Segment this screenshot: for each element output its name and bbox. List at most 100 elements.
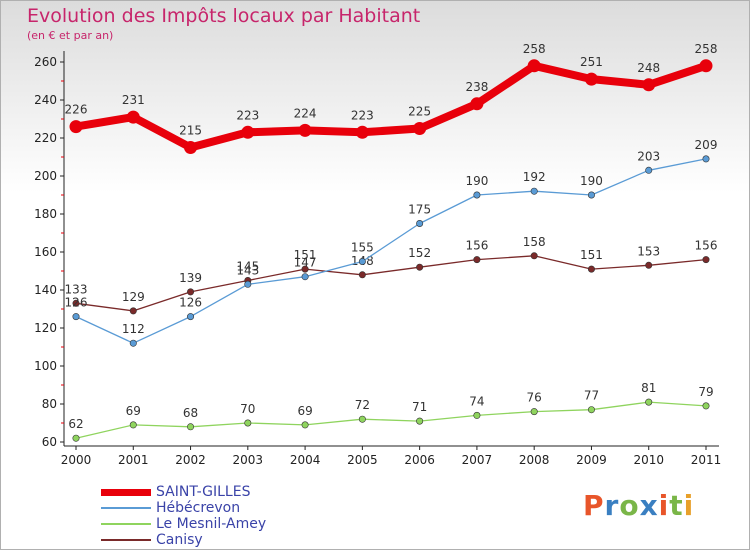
y-tick-label: 140 [34, 283, 57, 297]
x-tick-label: 2011 [691, 453, 722, 467]
data-point [187, 313, 195, 321]
data-label: 152 [408, 246, 431, 260]
data-label: 215 [179, 124, 202, 138]
data-point [187, 288, 195, 296]
data-label: 112 [122, 322, 145, 336]
data-point [470, 97, 484, 111]
y-tick-label: 60 [42, 435, 57, 449]
legend-label: Hébécrevon [156, 500, 241, 516]
x-tick-label: 2002 [175, 453, 206, 467]
data-point [645, 261, 653, 269]
data-label: 231 [122, 93, 145, 107]
data-label: 77 [584, 389, 599, 403]
data-label: 190 [580, 174, 603, 188]
y-tick-label: 200 [34, 169, 57, 183]
series-line-2 [75, 401, 707, 439]
data-point [416, 417, 424, 425]
data-label: 72 [355, 398, 370, 412]
data-label: 258 [695, 42, 718, 56]
data-point [298, 123, 312, 137]
data-label: 81 [641, 381, 656, 395]
data-point [587, 191, 595, 199]
data-label: 145 [236, 260, 259, 274]
y-tick-label: 120 [34, 321, 57, 335]
series-line-3 [75, 255, 707, 312]
data-label: 74 [469, 394, 484, 408]
data-point [72, 313, 80, 321]
data-point [527, 59, 541, 73]
data-point [301, 421, 309, 429]
x-tick-label: 2009 [576, 453, 607, 467]
proxiti-logo: Proxiti [583, 489, 695, 522]
legend-swatch [101, 507, 151, 509]
data-label: 69 [297, 404, 312, 418]
data-point [72, 299, 80, 307]
data-label: 139 [179, 271, 202, 285]
legend-swatch [101, 539, 151, 541]
legend-swatch [101, 489, 151, 496]
data-label: 209 [695, 138, 718, 152]
data-label: 76 [527, 391, 542, 405]
data-point [530, 252, 538, 260]
data-point [702, 155, 710, 163]
y-tick-label: 240 [34, 93, 57, 107]
data-label: 70 [240, 402, 255, 416]
series-line-0 [75, 61, 708, 152]
data-point [530, 408, 538, 416]
data-point [699, 59, 713, 73]
data-label: 151 [580, 248, 603, 262]
data-point [587, 406, 595, 414]
data-label: 175 [408, 203, 431, 217]
data-label: 133 [65, 282, 88, 296]
data-point [301, 273, 309, 281]
data-label: 79 [698, 385, 713, 399]
data-point [416, 220, 424, 228]
x-tick-label: 2006 [404, 453, 435, 467]
data-label: 155 [351, 241, 374, 255]
data-point [126, 110, 140, 124]
y-tick-label: 260 [34, 55, 57, 69]
data-point [416, 263, 424, 271]
legend-swatch [101, 523, 151, 525]
data-label: 203 [637, 149, 660, 163]
data-label: 251 [580, 55, 603, 69]
y-tick-label: 80 [42, 397, 57, 411]
data-point [244, 280, 252, 288]
y-tick-label: 100 [34, 359, 57, 373]
x-tick-label: 2000 [61, 453, 92, 467]
data-point [473, 411, 481, 419]
series-line-1 [75, 158, 707, 344]
data-point [413, 122, 427, 135]
data-point [702, 402, 710, 410]
data-label: 192 [523, 170, 546, 184]
data-point [530, 187, 538, 195]
data-point [702, 256, 710, 264]
data-point [301, 265, 309, 273]
x-tick-label: 2008 [519, 453, 550, 467]
data-point [241, 125, 255, 139]
data-label: 238 [465, 80, 488, 94]
data-label: 151 [294, 248, 317, 262]
data-point [358, 415, 366, 423]
data-point [473, 256, 481, 264]
data-label: 190 [465, 174, 488, 188]
x-tick-label: 2004 [290, 453, 321, 467]
data-label: 156 [465, 239, 488, 253]
data-label: 223 [236, 108, 259, 122]
data-point [129, 421, 137, 429]
y-tick-label: 160 [34, 245, 57, 259]
x-tick-label: 2003 [233, 453, 264, 467]
data-label: 248 [637, 61, 660, 75]
data-label: 226 [65, 103, 88, 117]
data-point [645, 166, 653, 174]
x-tick-label: 2010 [633, 453, 664, 467]
data-label: 225 [408, 105, 431, 119]
data-label: 158 [523, 235, 546, 249]
data-label: 147 [294, 256, 317, 270]
y-tick-label: 180 [34, 207, 57, 221]
data-label: 69 [126, 404, 141, 418]
data-label: 129 [122, 290, 145, 304]
data-label: 62 [68, 417, 83, 431]
